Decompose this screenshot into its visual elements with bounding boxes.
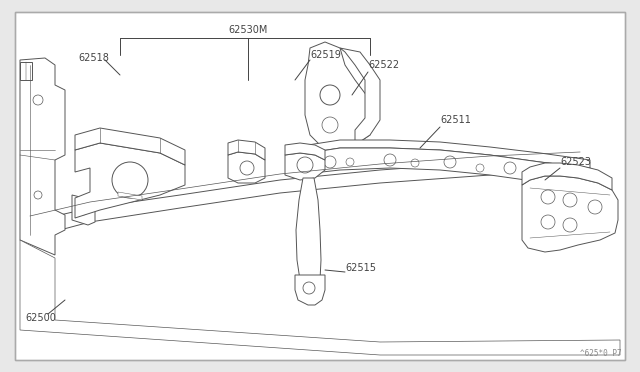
Polygon shape xyxy=(75,143,185,218)
Text: 62522: 62522 xyxy=(368,60,399,70)
Polygon shape xyxy=(305,42,370,148)
Text: 62500: 62500 xyxy=(25,313,56,323)
Polygon shape xyxy=(522,163,612,190)
Polygon shape xyxy=(340,48,380,145)
Polygon shape xyxy=(295,140,590,168)
Polygon shape xyxy=(296,178,321,295)
Polygon shape xyxy=(118,192,142,200)
Text: 62515: 62515 xyxy=(345,263,376,273)
Polygon shape xyxy=(285,143,325,160)
Polygon shape xyxy=(20,58,65,255)
Text: 62511: 62511 xyxy=(440,115,471,125)
Text: 62530M: 62530M xyxy=(228,25,268,35)
Polygon shape xyxy=(75,128,185,165)
Polygon shape xyxy=(295,148,590,188)
Polygon shape xyxy=(355,143,390,165)
Text: 62523: 62523 xyxy=(560,157,591,167)
Text: 62518: 62518 xyxy=(78,53,109,63)
Text: ^625*0 P7: ^625*0 P7 xyxy=(580,349,622,358)
Polygon shape xyxy=(295,275,325,305)
Text: 62519: 62519 xyxy=(310,50,341,60)
Polygon shape xyxy=(30,158,580,238)
Polygon shape xyxy=(285,153,325,180)
Polygon shape xyxy=(72,195,95,225)
Polygon shape xyxy=(20,62,32,80)
Polygon shape xyxy=(228,140,265,160)
Polygon shape xyxy=(20,240,620,355)
Polygon shape xyxy=(228,152,265,183)
Polygon shape xyxy=(522,176,618,252)
